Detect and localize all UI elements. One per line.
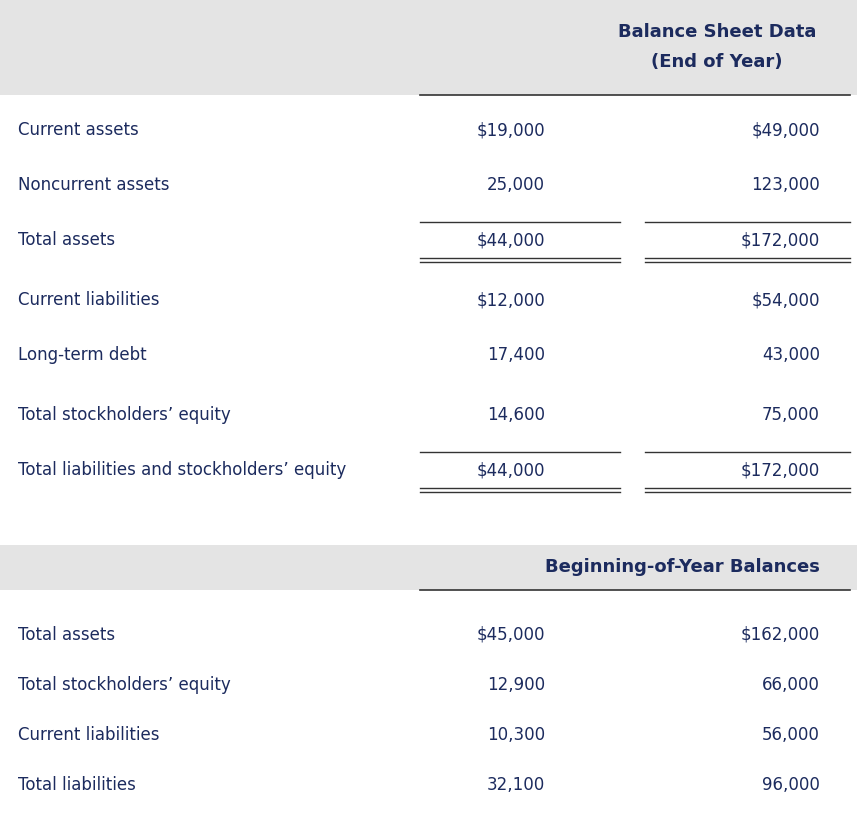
Bar: [0, 545, 857, 590]
Text: Total assets: Total assets: [18, 626, 115, 644]
Text: Total stockholders’ equity: Total stockholders’ equity: [18, 406, 231, 424]
Text: Total liabilities: Total liabilities: [18, 776, 136, 794]
Text: 12,900: 12,900: [487, 676, 545, 694]
Text: 123,000: 123,000: [752, 176, 820, 194]
Text: $49,000: $49,000: [752, 121, 820, 139]
Text: $45,000: $45,000: [476, 626, 545, 644]
Text: 66,000: 66,000: [762, 676, 820, 694]
Text: Current assets: Current assets: [18, 121, 139, 139]
Text: $44,000: $44,000: [476, 231, 545, 249]
Text: Total assets: Total assets: [18, 231, 115, 249]
Text: 43,000: 43,000: [762, 346, 820, 364]
Text: 25,000: 25,000: [487, 176, 545, 194]
Text: Current liabilities: Current liabilities: [18, 726, 159, 744]
Bar: [0, 0, 857, 95]
Text: (End of Year): (End of Year): [651, 53, 782, 71]
Text: 32,100: 32,100: [487, 776, 545, 794]
Text: $19,000: $19,000: [476, 121, 545, 139]
Text: $44,000: $44,000: [476, 461, 545, 479]
Text: Balance Sheet Data: Balance Sheet Data: [618, 23, 816, 41]
Text: Noncurrent assets: Noncurrent assets: [18, 176, 170, 194]
Text: 56,000: 56,000: [762, 726, 820, 744]
Text: 14,600: 14,600: [487, 406, 545, 424]
Text: $162,000: $162,000: [740, 626, 820, 644]
Text: Total liabilities and stockholders’ equity: Total liabilities and stockholders’ equi…: [18, 461, 346, 479]
Text: 17,400: 17,400: [487, 346, 545, 364]
Text: $12,000: $12,000: [476, 291, 545, 309]
Text: Current liabilities: Current liabilities: [18, 291, 159, 309]
Text: Total stockholders’ equity: Total stockholders’ equity: [18, 676, 231, 694]
Text: $54,000: $54,000: [752, 291, 820, 309]
Text: $172,000: $172,000: [740, 461, 820, 479]
Text: 10,300: 10,300: [487, 726, 545, 744]
Text: $172,000: $172,000: [740, 231, 820, 249]
Text: Long-term debt: Long-term debt: [18, 346, 147, 364]
Text: 75,000: 75,000: [762, 406, 820, 424]
Text: 96,000: 96,000: [762, 776, 820, 794]
Text: Beginning-of-Year Balances: Beginning-of-Year Balances: [545, 559, 820, 577]
